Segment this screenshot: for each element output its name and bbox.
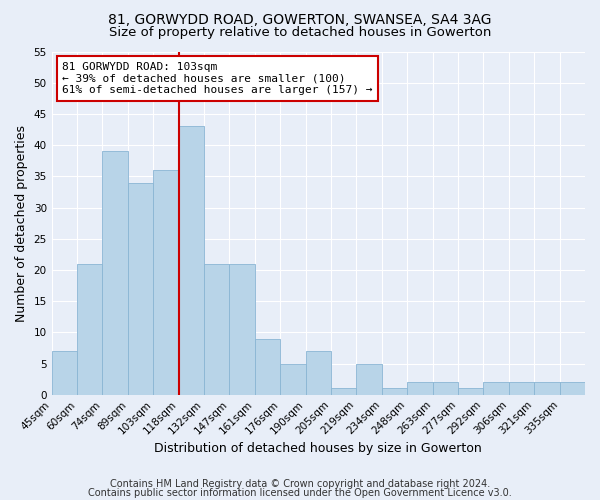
Text: 81, GORWYDD ROAD, GOWERTON, SWANSEA, SA4 3AG: 81, GORWYDD ROAD, GOWERTON, SWANSEA, SA4… <box>108 12 492 26</box>
Text: Contains public sector information licensed under the Open Government Licence v3: Contains public sector information licen… <box>88 488 512 498</box>
Text: Contains HM Land Registry data © Crown copyright and database right 2024.: Contains HM Land Registry data © Crown c… <box>110 479 490 489</box>
Text: 81 GORWYDD ROAD: 103sqm
← 39% of detached houses are smaller (100)
61% of semi-d: 81 GORWYDD ROAD: 103sqm ← 39% of detache… <box>62 62 373 95</box>
Bar <box>433 382 458 394</box>
Bar <box>204 264 229 394</box>
Bar <box>458 388 484 394</box>
Bar <box>305 351 331 395</box>
Bar <box>52 351 77 395</box>
Bar <box>128 182 153 394</box>
Bar <box>534 382 560 394</box>
Bar <box>255 338 280 394</box>
Bar <box>103 152 128 394</box>
Bar <box>280 364 305 394</box>
Bar <box>179 126 204 394</box>
Bar <box>484 382 509 394</box>
Bar <box>229 264 255 394</box>
Y-axis label: Number of detached properties: Number of detached properties <box>15 124 28 322</box>
Bar <box>356 364 382 394</box>
Bar <box>153 170 179 394</box>
X-axis label: Distribution of detached houses by size in Gowerton: Distribution of detached houses by size … <box>154 442 482 455</box>
Bar <box>77 264 103 394</box>
Bar <box>560 382 585 394</box>
Text: Size of property relative to detached houses in Gowerton: Size of property relative to detached ho… <box>109 26 491 39</box>
Bar <box>407 382 433 394</box>
Bar <box>509 382 534 394</box>
Bar <box>331 388 356 394</box>
Bar <box>382 388 407 394</box>
